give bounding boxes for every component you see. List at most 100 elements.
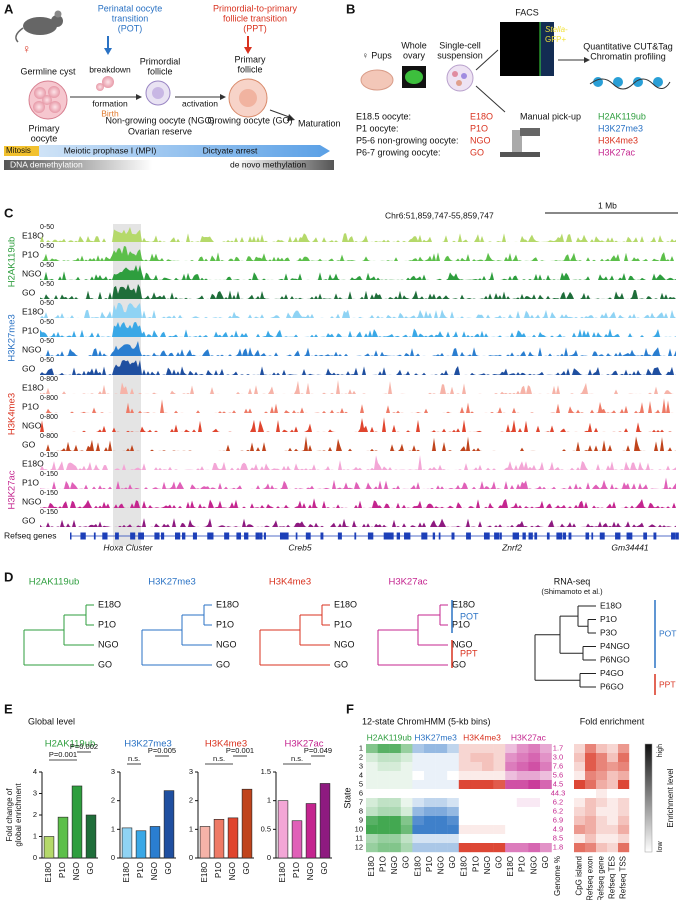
rna-title: RNA-seq (554, 576, 591, 586)
heatmap-cell (447, 843, 459, 853)
fold-cell (574, 816, 586, 826)
heatmap-cell (389, 753, 401, 763)
heatmap-cell (516, 789, 529, 799)
tree-leaf: P6GO (600, 681, 624, 691)
genome-pct: 4.9 (553, 824, 563, 833)
heatmap-cell (377, 807, 390, 817)
step-label: FACS (515, 7, 539, 17)
heatmap-cell (435, 825, 448, 835)
tree-leaf: P1O (216, 619, 234, 629)
track-label: GO (22, 515, 36, 525)
x-tick-label: NGO (390, 856, 399, 874)
tree-leaf: NGO (334, 639, 355, 649)
mark-list-label: H2AK119ub (598, 111, 646, 121)
rna-source: (Shimamoto et al.) (541, 587, 603, 596)
heatmap-cell (528, 798, 541, 808)
fold-cell (574, 807, 586, 817)
panel-title: Global level (28, 716, 75, 726)
female-symbol: ♀ (22, 42, 31, 56)
y-tick-label: 1 (33, 831, 37, 840)
heatmap-cell (470, 771, 483, 781)
heatmap-cell (389, 744, 401, 754)
genome-pct: 1.8 (553, 842, 563, 851)
heatmap-cell (366, 834, 378, 844)
step-label: Quantitative CUT&Tag (583, 41, 673, 51)
tree-title: H3K4me3 (269, 577, 311, 588)
gene-block (367, 532, 374, 540)
stage-list-label: P5-6 non-growing oocyte: (356, 135, 459, 145)
heatmap-cell (400, 834, 413, 844)
chart-title: H3K27me3 (124, 739, 172, 750)
track-range: 0-150 (40, 452, 58, 459)
gene-block (643, 532, 648, 540)
tree-leaf: E18O (98, 599, 121, 609)
track-range: 0-50 (40, 357, 54, 364)
fold-cell (607, 816, 619, 826)
x-tick-label: P1O (214, 862, 223, 878)
step-label: ovary (403, 50, 426, 60)
gene-name: Hoxa Cluster (103, 542, 153, 552)
panel-b-art (360, 22, 671, 157)
heatmap-cell (366, 762, 378, 772)
heatmap-cell (540, 789, 552, 799)
y-tick-label: 4 (33, 767, 37, 776)
fold-cell (618, 789, 630, 799)
ppt-label: Primordial-to-primary (213, 3, 298, 13)
heatmap-cell (528, 816, 541, 826)
legend-title: Enrichment level (666, 768, 675, 827)
heatmap-cell (424, 807, 436, 817)
gene-block (671, 532, 676, 540)
heatmap-cell (366, 744, 378, 754)
stage-list-label: P1 oocyte: (356, 123, 399, 133)
tree-leaf: NGO (98, 639, 119, 649)
state-label: 5 (359, 779, 363, 788)
stage-label: Germline cyst (20, 66, 76, 76)
x-tick-label: GO (402, 856, 411, 868)
y-tick-label: 3 (189, 767, 193, 776)
heatmap-cell (412, 753, 425, 763)
heatmap-cell (470, 789, 483, 799)
heatmap-cell (470, 744, 483, 754)
heatmap-cell (505, 762, 517, 772)
bar (121, 827, 133, 859)
fold-cell (585, 807, 597, 817)
x-tick-label: GO (242, 862, 251, 874)
x-tick-label: GO (495, 856, 504, 868)
gene-block (599, 532, 605, 540)
state-label: 12 (355, 842, 363, 851)
fold-cell (574, 834, 586, 844)
x-tick-label: CpG island (575, 856, 584, 896)
heatmap-cell (458, 744, 471, 754)
gene-name: Znrf2 (501, 542, 522, 552)
fold-cell (607, 834, 619, 844)
heatmap-cell (424, 825, 436, 835)
gene-block (160, 532, 165, 540)
gene-block (591, 532, 594, 540)
chart-title: H3K4me3 (205, 739, 247, 750)
genome-pct: 1.7 (553, 743, 563, 752)
genome-pct: 44.3 (551, 788, 566, 797)
fold-cell (585, 798, 597, 808)
x-tick-label: E18O (200, 862, 209, 882)
heatmap-cell (528, 780, 541, 790)
heatmap-cell (540, 798, 552, 808)
heatmap-cell (482, 816, 494, 826)
heatmap-group-label: H3K27me3 (414, 732, 457, 742)
signal-track (40, 379, 676, 394)
tree-leaf: P4GO (600, 668, 624, 678)
heatmap-cell (412, 816, 425, 826)
heatmap-cell (516, 744, 529, 754)
state-label: 2 (359, 752, 363, 761)
signal-track (40, 303, 676, 318)
legend-label: high (657, 744, 664, 757)
gene-block (305, 532, 311, 540)
sig-label: P=0.001 (49, 750, 77, 759)
heatmap-cell (435, 834, 448, 844)
bar (149, 826, 161, 859)
sig-label: P=0.002 (70, 742, 98, 751)
x-tick-label: P1O (379, 856, 388, 872)
gene-block (494, 532, 500, 540)
stage-label: Non-growing oocyte (NGO) (105, 115, 214, 125)
gene-block (451, 532, 455, 540)
bar (305, 803, 317, 859)
